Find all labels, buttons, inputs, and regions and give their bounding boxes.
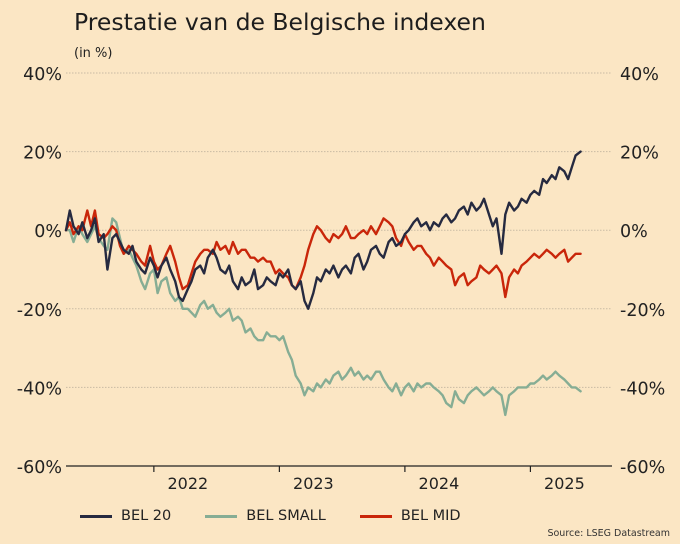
legend-swatch-belmid (359, 514, 392, 518)
y-tick-label-right: -60% (620, 458, 665, 478)
legend-item-bel20: BEL 20 (80, 508, 171, 524)
y-tick-label-left: 0% (34, 222, 62, 242)
y-tick-label-left: -40% (17, 379, 62, 399)
y-tick-label-left: -20% (17, 301, 62, 321)
legend-label-belmid: BEL MID (400, 508, 461, 524)
legend-item-belmid: BEL MID (359, 508, 461, 524)
chart-subtitle: (in %) (74, 46, 113, 61)
y-tick-label-right: 40% (620, 65, 659, 85)
legend-swatch-bel20 (80, 514, 112, 518)
source-note: Source: LSEG Datastream (547, 528, 670, 539)
y-tick-label-right: 0% (620, 222, 648, 242)
legend: BEL 20 BEL SMALL BEL MID (80, 508, 495, 524)
series-line-belmid (64, 209, 582, 299)
y-tick-label-left: 40% (23, 65, 62, 85)
x-tick-label: 2023 (293, 474, 334, 493)
y-tick-label-right: -20% (620, 301, 665, 321)
x-tick-label: 2024 (419, 474, 460, 493)
y-tick-label-left: -60% (17, 458, 62, 478)
chart-title: Prestatie van de Belgische indexen (74, 8, 486, 36)
y-tick-label-right: -40% (620, 379, 665, 399)
legend-label-bel20: BEL 20 (121, 508, 172, 524)
x-tick-label: 2022 (168, 474, 209, 493)
legend-swatch-belsmall (205, 514, 238, 518)
y-tick-label-right: 20% (620, 144, 659, 164)
series-line-bel20 (64, 150, 582, 310)
legend-label-belsmall: BEL SMALL (246, 508, 326, 524)
series-line-belsmall (64, 217, 582, 417)
x-tick-label: 2025 (544, 474, 585, 493)
legend-item-belsmall: BEL SMALL (205, 508, 326, 524)
y-tick-label-left: 20% (23, 144, 62, 164)
